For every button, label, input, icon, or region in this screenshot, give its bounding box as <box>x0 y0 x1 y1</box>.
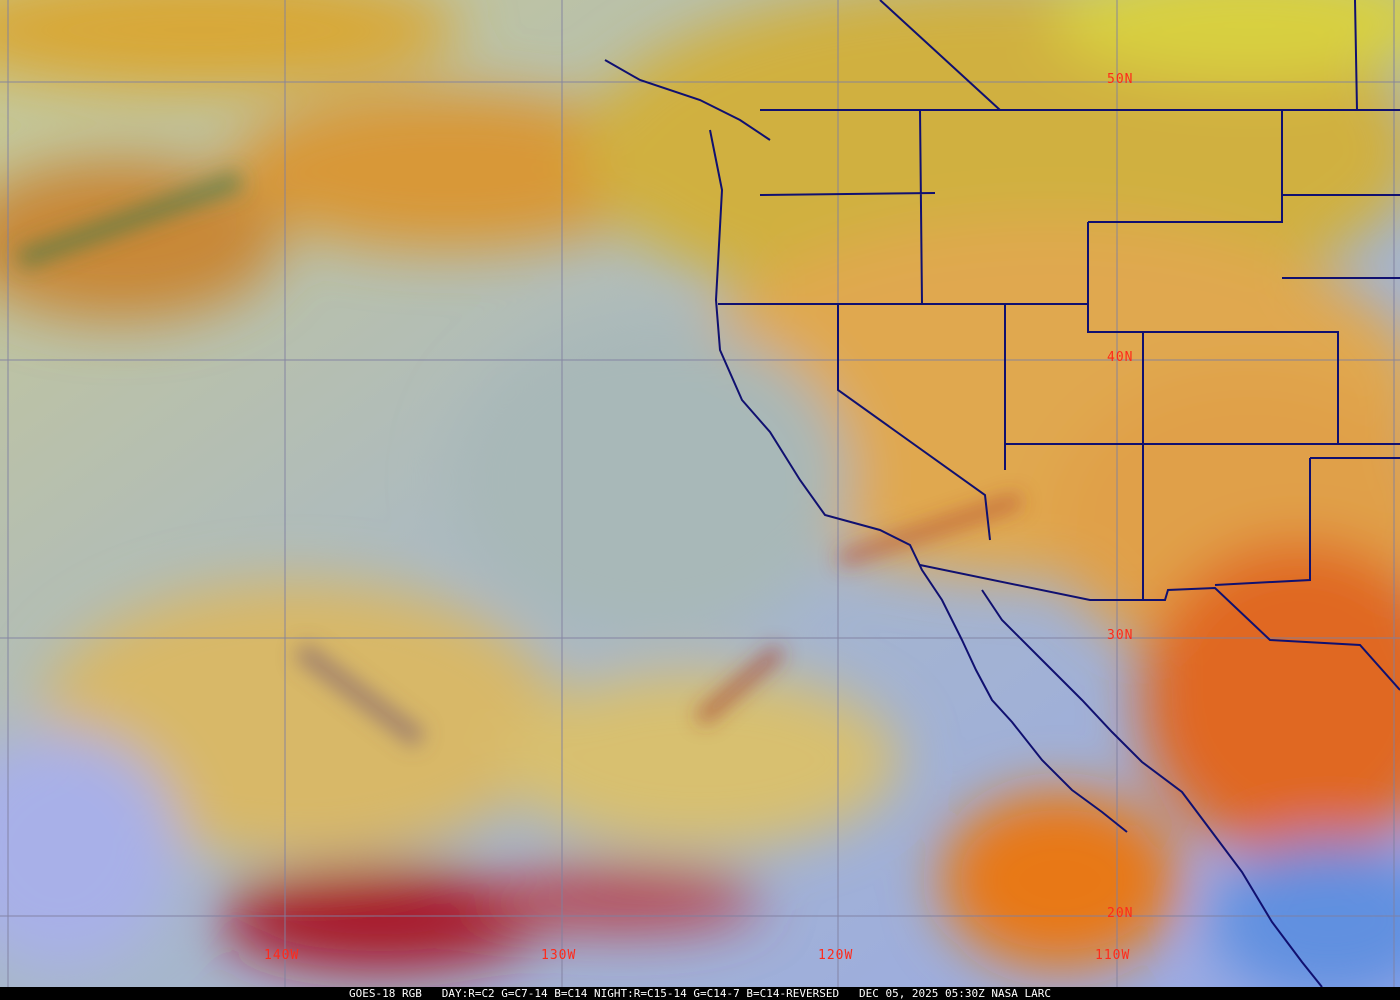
caption-credit: NASA LARC <box>991 987 1052 1000</box>
lat-label-30n: 30N <box>1107 628 1134 643</box>
lon-label-120w: 120W <box>818 948 854 963</box>
lat-label-20n: 20N <box>1107 906 1134 921</box>
caption-datetime: DEC 05, 2025 05:30Z <box>858 987 985 1000</box>
lon-label-140w: 140W <box>264 948 300 963</box>
coastlines-and-borders <box>604 0 1400 987</box>
lon-label-110w: 110W <box>1095 948 1131 963</box>
image-caption: GOES-18 RGB DAY:R=C2 G=C7-14 B=C14 NIGHT… <box>0 987 1400 1000</box>
cloud-streaks <box>16 170 1023 748</box>
caption-day-recipe: DAY:R=C2 G=C7-14 B=C14 <box>441 987 588 1000</box>
lat-label-40n: 40N <box>1107 350 1134 365</box>
caption-night-recipe: NIGHT:R=C15-14 G=C14-7 B=C14-REVERSED <box>594 987 840 1000</box>
lat-label-50n: 50N <box>1107 72 1134 87</box>
caption-satellite: GOES-18 RGB <box>348 987 422 1000</box>
lon-label-130w: 130W <box>541 948 577 963</box>
